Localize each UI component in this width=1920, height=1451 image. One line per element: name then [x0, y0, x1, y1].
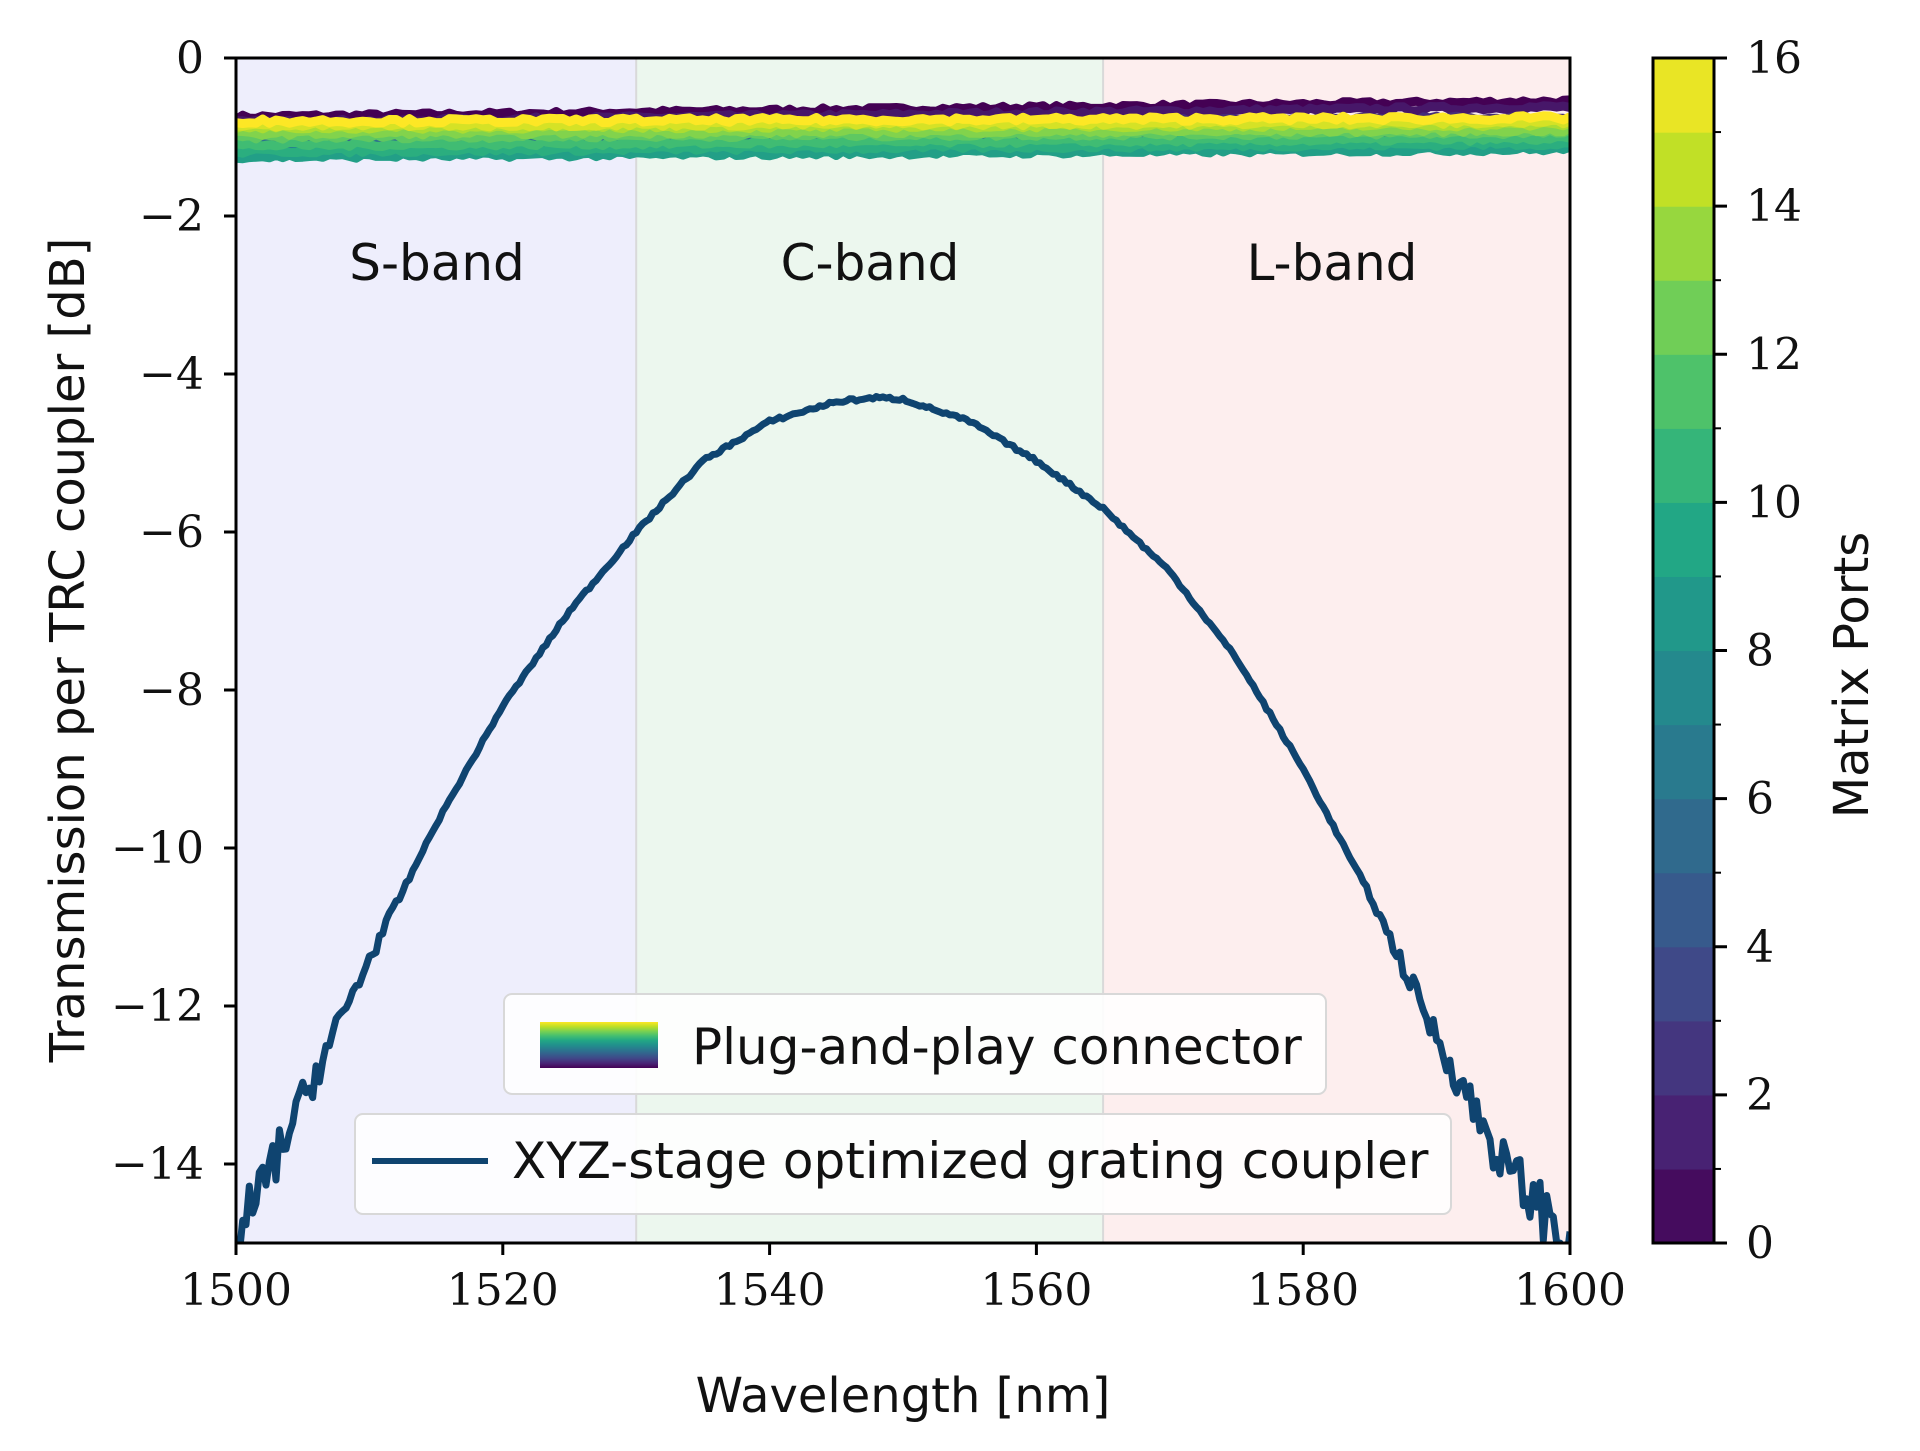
colorbar-tick-label: 6: [1746, 774, 1774, 825]
colorbar: [1653, 58, 1714, 1244]
colorbar-tick-label: 8: [1746, 626, 1774, 677]
legend-entry-connector: Plug-and-play connector: [503, 993, 1327, 1095]
colorbar-segment: [1653, 724, 1714, 800]
y-tick-label: 0: [176, 33, 204, 84]
y-tick-label: −12: [111, 981, 204, 1032]
y-axis-title: Transmission per TRC coupler [dB]: [40, 238, 96, 1064]
legend-label-connector: Plug-and-play connector: [692, 1018, 1302, 1076]
band-regions: [236, 58, 1570, 1243]
y-axis-ticks: 0 −2 −4 −6 −8 −10 −12 −14: [111, 33, 236, 1190]
colorbar-segment: [1653, 502, 1714, 578]
legend-label-grating-coupler: XYZ-stage optimized grating coupler: [512, 1132, 1429, 1190]
x-tick-label: 1520: [447, 1265, 559, 1316]
colorbar-tick-label: 12: [1746, 329, 1802, 380]
colorbar-segment: [1653, 946, 1714, 1022]
band-label-s: S-band: [349, 234, 525, 292]
colorbar-segment: [1653, 132, 1714, 207]
colorbar-segment: [1653, 1168, 1714, 1244]
colorbar-segment: [1653, 280, 1714, 355]
colorbar-segment: [1653, 206, 1714, 281]
grating-coupler-series: [236, 393, 1570, 1243]
legend-swatch-viridis: [540, 1022, 658, 1068]
colorbar-segment: [1653, 354, 1714, 429]
colorbar-segment: [1653, 576, 1714, 652]
connector-port-11: [236, 132, 1570, 151]
colorbar-tick-label: 0: [1746, 1218, 1774, 1269]
legend-entry-grating-coupler: XYZ-stage optimized grating coupler: [354, 1113, 1452, 1215]
colorbar-tick-label: 16: [1746, 33, 1802, 84]
y-tick-label: −10: [111, 823, 204, 874]
colorbar-segment: [1653, 872, 1714, 948]
y-tick-label: −8: [139, 665, 204, 716]
x-tick-label: 1600: [1514, 1265, 1626, 1316]
y-tick-label: −14: [111, 1139, 204, 1190]
colorbar-title: Matrix Ports: [1824, 532, 1880, 819]
colorbar-tick-label: 4: [1746, 922, 1774, 973]
colorbar-segment: [1653, 798, 1714, 874]
y-tick-label: −2: [139, 191, 204, 242]
colorbar-ticks: 0 2 4 6 8 10 12 14 16: [1714, 33, 1802, 1269]
x-tick-label: 1540: [714, 1265, 826, 1316]
x-tick-label: 1560: [980, 1265, 1092, 1316]
legend-box-connector: [503, 993, 1327, 1095]
connector-port-traces: [236, 95, 1570, 164]
colorbar-segment: [1653, 1020, 1714, 1096]
connector-port-10: [236, 137, 1570, 158]
x-tick-label: 1580: [1247, 1265, 1359, 1316]
x-tick-label: 1500: [180, 1265, 292, 1316]
y-tick-label: −4: [139, 349, 204, 400]
colorbar-segment: [1653, 58, 1714, 133]
colorbar-segment: [1653, 1094, 1714, 1170]
colorbar-tick-label: 14: [1746, 181, 1802, 232]
colorbar-tick-label: 2: [1746, 1070, 1774, 1121]
y-tick-label: −6: [139, 507, 204, 558]
connector-port-16: [236, 111, 1570, 128]
grating-coupler-line: [236, 393, 1570, 1243]
band-label-c: C-band: [781, 234, 960, 292]
colorbar-segment: [1653, 428, 1714, 503]
colorbar-tick-label: 10: [1746, 477, 1802, 528]
legend-box-grating-coupler: [354, 1113, 1452, 1215]
x-axis-title: Wavelength [nm]: [696, 1368, 1111, 1424]
colorbar-segment: [1653, 650, 1714, 726]
legend: Plug-and-play connector XYZ-stage optimi…: [354, 993, 1452, 1215]
plot-frame: [234, 56, 1572, 1245]
x-axis-ticks: 1500 1520 1540 1560 1580 1600: [180, 1243, 1626, 1316]
band-label-l: L-band: [1247, 234, 1418, 292]
